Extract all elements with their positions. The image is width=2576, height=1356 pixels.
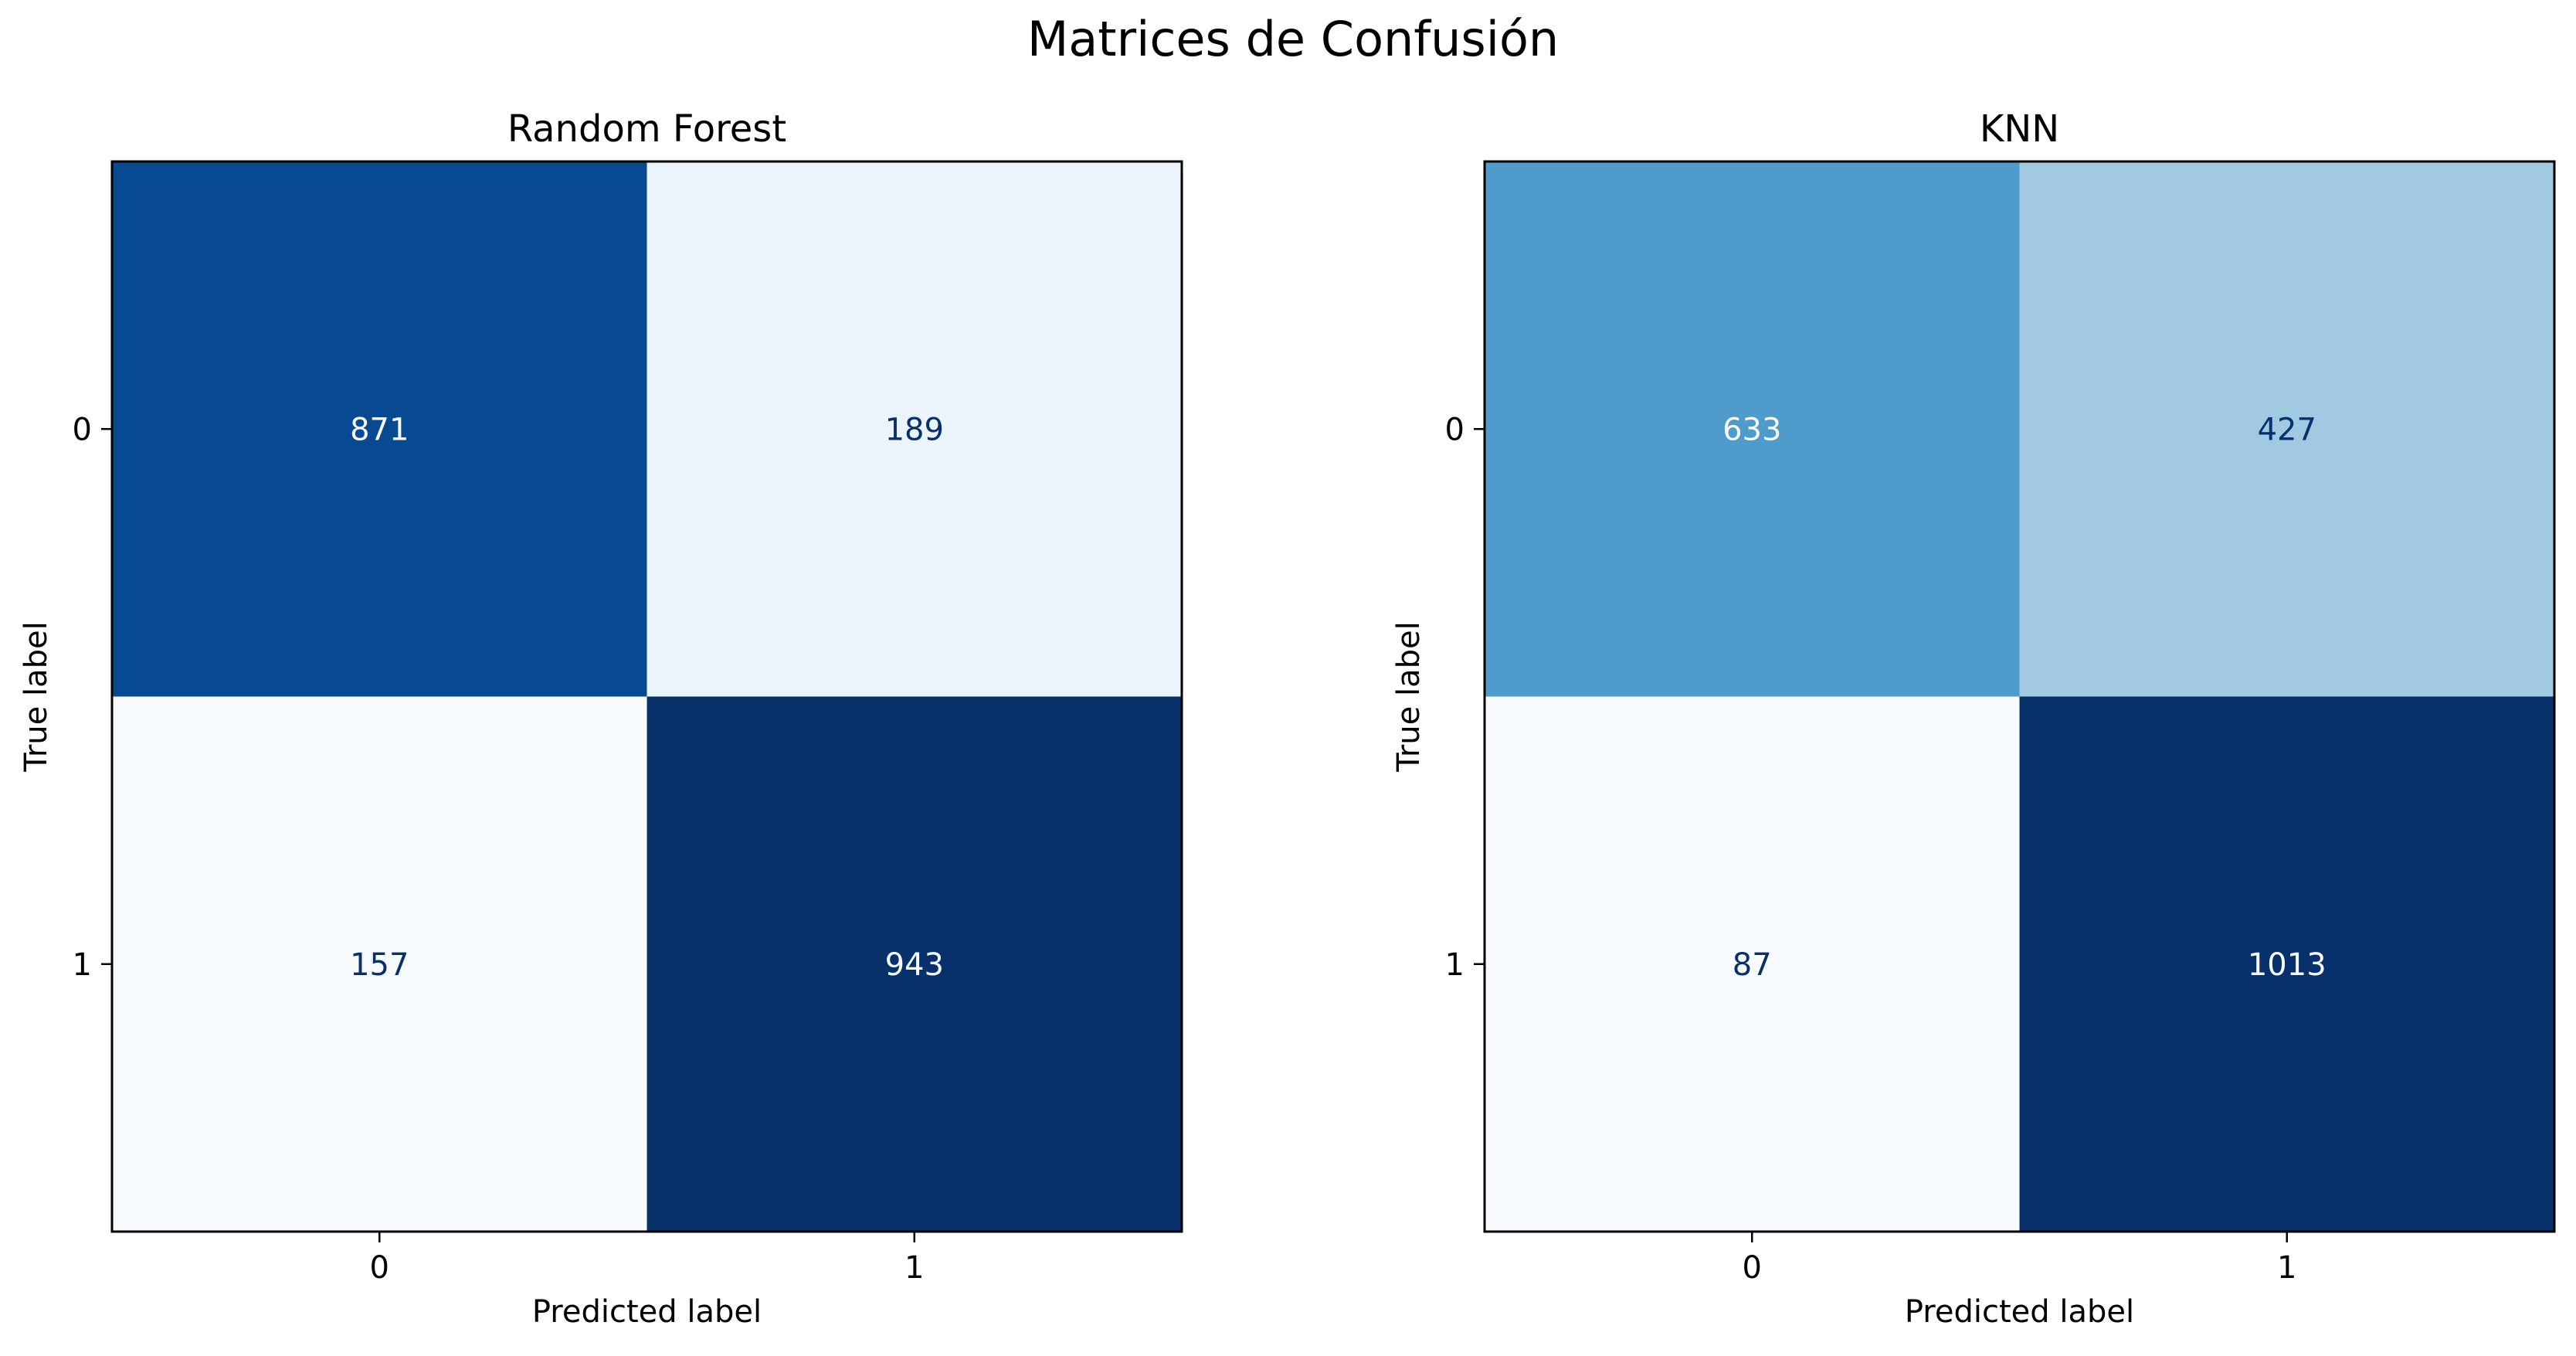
x-tick-label: 1 [2277, 1250, 2296, 1286]
y-axis-label: True label [19, 621, 54, 772]
x-tick-label: 1 [904, 1250, 924, 1286]
figure-title: Matrices de Confusión [1027, 11, 1559, 67]
cell-value-label: 427 [2258, 412, 2316, 447]
x-axis-label: Predicted label [532, 1294, 762, 1330]
panel-title: Random Forest [507, 107, 786, 151]
y-tick-label: 0 [1445, 412, 1464, 447]
cell-value-label: 189 [885, 412, 944, 447]
matrix-cell [1485, 161, 2020, 697]
matrix-cell [647, 696, 1182, 1232]
cell-value-label: 87 [1733, 947, 1772, 983]
cell-value-label: 157 [350, 947, 409, 983]
y-tick-label: 0 [73, 412, 92, 447]
x-tick-label: 0 [1743, 1250, 1762, 1286]
matrix-cell [647, 161, 1182, 697]
matrix-cell [2019, 696, 2554, 1232]
x-axis-label: Predicted label [1905, 1294, 2134, 1330]
matrix-cell [112, 161, 647, 697]
y-axis-label: True label [1391, 621, 1427, 772]
cell-value-label: 1013 [2248, 947, 2327, 983]
confusion-matrix-knn: 633 427 87 1013 0 1 0 1 KNN Predicted label True l… [1391, 107, 2556, 1330]
axes-frame [1483, 160, 2556, 1233]
x-tick-label: 0 [370, 1250, 389, 1286]
axes-frame [110, 160, 1183, 1233]
cell-value-label: 943 [885, 947, 944, 983]
y-tick-label: 1 [1445, 947, 1464, 983]
cell-value-label: 871 [350, 412, 409, 447]
cell-value-label: 633 [1722, 412, 1781, 447]
matrix-cell [112, 696, 647, 1232]
y-tick-label: 1 [73, 947, 92, 983]
matrix-cell [1485, 696, 2020, 1232]
matrix-cell [2019, 161, 2554, 697]
confusion-matrix-random-forest: 871 189 157 943 0 1 0 1 Random Forest Predicted l… [19, 107, 1183, 1330]
panel-title: KNN [1980, 107, 2059, 151]
